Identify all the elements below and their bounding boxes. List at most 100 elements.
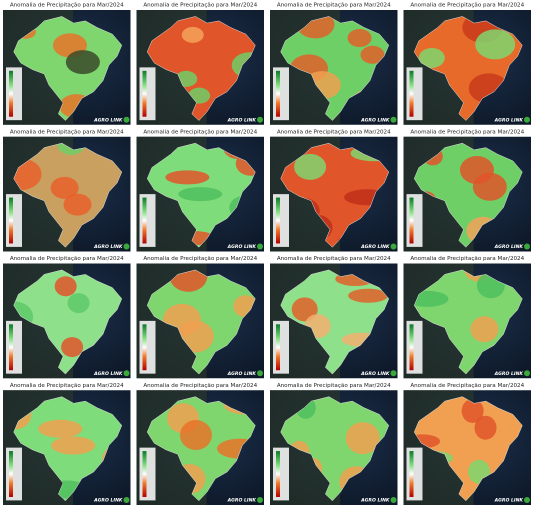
country <box>147 16 256 121</box>
logo-mark <box>390 370 397 377</box>
logo: AGRO LINK <box>494 371 524 377</box>
logo-mark <box>257 116 263 123</box>
logo: AGRO LINK <box>227 498 257 504</box>
country <box>13 16 122 121</box>
logo-mark <box>390 243 397 250</box>
map-panel: Anomalia de Precipitação para Mar/2024 AG… <box>3 256 131 379</box>
panel-title: Anomalia de Precipitação para Mar/2024 <box>143 256 257 262</box>
logo-mark <box>524 370 530 377</box>
anomaly-blob <box>51 436 96 455</box>
country-border <box>280 142 390 248</box>
panel-title: Anomalia de Precipitação para Mar/2024 <box>410 129 524 135</box>
colorbar-box <box>139 67 156 121</box>
anomaly-blob <box>165 170 210 185</box>
panel-title: Anomalia de Precipitação para Mar/2024 <box>410 383 524 389</box>
panel-title: Anomalia de Precipitação para Mar/2024 <box>277 3 391 9</box>
colorbar <box>276 324 280 371</box>
logo: AGRO LINK <box>93 371 123 377</box>
panel-title: Anomalia de Precipitação para Mar/2024 <box>143 383 257 389</box>
logo: AGRO LINK <box>494 117 524 123</box>
panel-title: Anomalia de Precipitação para Mar/2024 <box>10 256 124 262</box>
colorbar <box>276 451 280 497</box>
colorbar <box>276 70 280 117</box>
map-panel: Anomalia de Precipitação para Mar/2024 AG… <box>403 256 531 379</box>
country-border <box>413 142 523 248</box>
logo: AGRO LINK <box>360 117 390 123</box>
logo: AGRO LINK <box>227 244 257 250</box>
colorbar-box <box>273 67 289 121</box>
anomaly-blob <box>461 398 484 423</box>
anomaly-blob <box>179 420 212 451</box>
colorbar <box>409 324 414 371</box>
colorbar <box>142 70 147 117</box>
map-panel: Anomalia de Precipitação para Mar/2024 AG… <box>3 383 131 505</box>
colorbar-box <box>139 447 156 501</box>
anomaly-blob <box>470 316 499 343</box>
colorbar-box <box>406 194 423 247</box>
colorbar-box <box>6 320 22 374</box>
country-border <box>413 16 523 121</box>
logo-mark <box>390 116 397 123</box>
anomaly-blob <box>50 176 79 199</box>
map-panel: Anomalia de Precipitação para Mar/2024 AG… <box>270 129 398 252</box>
anomaly-blob <box>61 337 84 358</box>
country <box>13 269 122 375</box>
country-border <box>280 16 390 121</box>
panel-title: Anomalia de Precipitação para Mar/2024 <box>143 3 257 9</box>
anomaly-blob <box>169 269 208 292</box>
logo-mark <box>257 497 263 503</box>
logo: AGRO LINK <box>360 244 390 250</box>
anomaly-blob <box>475 29 516 60</box>
colorbar <box>409 70 414 117</box>
panel-title: Anomalia de Precipitação para Mar/2024 <box>277 256 391 262</box>
anomaly-blob <box>294 153 327 180</box>
logo: AGRO LINK <box>494 244 524 250</box>
logo-mark <box>524 243 530 250</box>
colorbar <box>9 70 13 117</box>
country-border <box>146 269 256 375</box>
map-panel: Anomalia de Precipitação para Mar/2024 AG… <box>403 129 531 252</box>
map-panel: Anomalia de Precipitação para Mar/2024 AG… <box>136 383 264 505</box>
colorbar-box <box>6 447 22 501</box>
panel-title: Anomalia de Precipitação para Mar/2024 <box>10 3 124 9</box>
colorbar-box <box>406 67 423 121</box>
country-border <box>413 396 523 502</box>
country-border <box>146 142 256 248</box>
logo: AGRO LINK <box>494 498 524 504</box>
anomaly-blob <box>360 45 385 64</box>
logo-mark <box>123 116 130 123</box>
colorbar <box>409 451 414 497</box>
logo-mark <box>123 370 130 377</box>
colorbar-box <box>406 320 423 374</box>
country-border <box>280 396 390 502</box>
panel-title: Anomalia de Precipitação para Mar/2024 <box>277 383 391 389</box>
anomaly-blob <box>54 276 77 297</box>
anomaly-blob <box>181 26 204 43</box>
colorbar-box <box>273 194 289 247</box>
logo-mark <box>390 497 397 503</box>
anomaly-blob <box>291 297 318 322</box>
colorbar <box>9 197 13 244</box>
map-panel: Anomalia de Precipitação para Mar/2024 AG… <box>3 129 131 252</box>
colorbar-box <box>6 67 22 121</box>
anomaly-blob <box>474 415 497 440</box>
map-panel: Anomalia de Precipitação para Mar/2024 AG… <box>136 129 264 252</box>
logo-mark <box>123 497 130 503</box>
country-border <box>413 269 523 375</box>
logo: AGRO LINK <box>227 371 257 377</box>
country <box>414 143 523 248</box>
colorbar <box>9 451 13 497</box>
colorbar <box>276 197 280 244</box>
panel-title: Anomalia de Precipitação para Mar/2024 <box>277 129 391 135</box>
map-panel: Anomalia de Precipitação para Mar/2024 AG… <box>403 3 531 125</box>
colorbar <box>142 197 147 244</box>
colorbar-box <box>139 194 156 247</box>
logo-mark <box>524 116 530 123</box>
logo: AGRO LINK <box>93 498 123 504</box>
logo-mark <box>524 497 530 503</box>
anomaly-blob <box>13 158 42 191</box>
map-panel: Anomalia de Precipitação para Mar/2024 AG… <box>136 256 264 379</box>
anomaly-blob <box>63 193 92 216</box>
colorbar-box <box>273 447 289 501</box>
